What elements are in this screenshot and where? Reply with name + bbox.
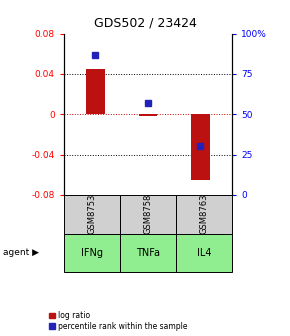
Legend: log ratio, percentile rank within the sample: log ratio, percentile rank within the sa… bbox=[47, 309, 189, 332]
Bar bbox=[176, 234, 232, 272]
Bar bbox=[64, 195, 120, 234]
Text: IL4: IL4 bbox=[197, 248, 211, 258]
Text: IFNg: IFNg bbox=[81, 248, 103, 258]
Bar bbox=[191, 114, 210, 180]
Text: GSM8758: GSM8758 bbox=[143, 194, 153, 235]
Text: agent ▶: agent ▶ bbox=[3, 248, 39, 257]
Bar bbox=[139, 114, 157, 116]
Bar bbox=[120, 195, 176, 234]
Text: GDS502 / 23424: GDS502 / 23424 bbox=[94, 17, 196, 30]
Bar bbox=[120, 234, 176, 272]
Text: GSM8763: GSM8763 bbox=[200, 194, 209, 235]
Bar bbox=[86, 69, 104, 114]
Bar bbox=[176, 195, 232, 234]
Bar bbox=[64, 234, 120, 272]
Text: TNFa: TNFa bbox=[136, 248, 160, 258]
Text: GSM8753: GSM8753 bbox=[87, 194, 96, 235]
